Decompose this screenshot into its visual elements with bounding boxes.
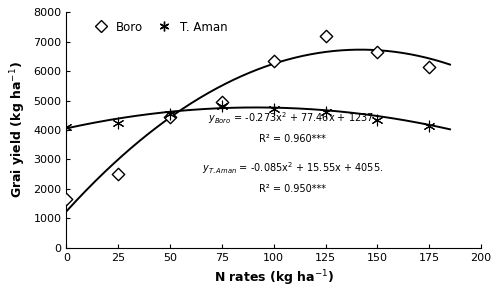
Y-axis label: Grai yield (kg ha$^{-1}$): Grai yield (kg ha$^{-1}$) [8, 62, 28, 198]
Point [62, 125, 70, 129]
X-axis label: N rates (kg ha$^{-1}$): N rates (kg ha$^{-1}$) [214, 268, 334, 288]
Point [270, 59, 278, 63]
Point [426, 123, 434, 128]
Legend: Boro, T. Aman: Boro, T. Aman [89, 21, 228, 33]
Point [270, 107, 278, 112]
Point [218, 100, 226, 104]
Point [218, 104, 226, 109]
Point [114, 172, 122, 176]
Point [166, 114, 174, 119]
Point [322, 33, 330, 38]
Text: R² = 0.960***: R² = 0.960*** [259, 134, 326, 144]
Point [374, 50, 382, 54]
Text: $y_{T. Aman}$ = -0.085x$^{2}$ + 15.55x + 4055.: $y_{T. Aman}$ = -0.085x$^{2}$ + 15.55x +… [202, 160, 383, 176]
Point [166, 112, 174, 116]
Point [62, 197, 70, 202]
Point [114, 120, 122, 125]
Point [426, 65, 434, 69]
Point [322, 110, 330, 115]
Text: $y_{Boro}$ = -0.273x$^{2}$ + 77.46x + 1237.: $y_{Boro}$ = -0.273x$^{2}$ + 77.46x + 12… [208, 110, 377, 126]
Text: R² = 0.950***: R² = 0.950*** [259, 184, 326, 194]
Point [374, 117, 382, 122]
